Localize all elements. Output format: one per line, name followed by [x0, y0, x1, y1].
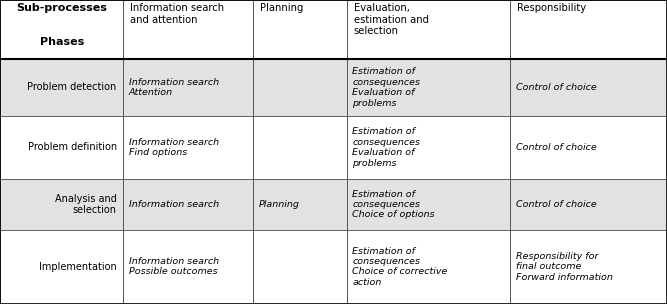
Bar [347, 0, 510, 59]
Bar [0, 116, 123, 179]
Text: Information search
Attention: Information search Attention [129, 78, 219, 97]
Text: Control of choice: Control of choice [516, 143, 596, 152]
Bar [253, 230, 347, 304]
Text: Estimation of
consequences
Evaluation of
problems: Estimation of consequences Evaluation of… [352, 127, 420, 168]
Text: Estimation of
consequences
Choice of corrective
action: Estimation of consequences Choice of cor… [352, 247, 448, 287]
Bar [347, 116, 510, 179]
Text: Estimation of
consequences
Evaluation of
problems: Estimation of consequences Evaluation of… [352, 67, 420, 108]
Text: Evaluation,
estimation and
selection: Evaluation, estimation and selection [354, 3, 428, 36]
Bar [253, 0, 347, 59]
Text: Information search
and attention: Information search and attention [130, 3, 224, 25]
Bar [347, 179, 510, 230]
Text: Planning: Planning [260, 3, 303, 13]
Bar [347, 59, 510, 116]
Bar [123, 230, 253, 304]
Text: Sub-processes: Sub-processes [16, 3, 107, 13]
Text: Problem definition: Problem definition [27, 143, 117, 152]
Bar [0, 59, 123, 116]
Bar [510, 0, 667, 59]
Text: Information search
Find options: Information search Find options [129, 138, 219, 157]
Bar [510, 59, 667, 116]
Text: Implementation: Implementation [39, 262, 117, 272]
Bar [0, 0, 123, 59]
Bar [347, 230, 510, 304]
Text: Responsibility for
final outcome
Forward information: Responsibility for final outcome Forward… [516, 252, 612, 282]
Bar [253, 116, 347, 179]
Text: Planning: Planning [259, 200, 299, 209]
Text: Control of choice: Control of choice [516, 200, 596, 209]
Bar [0, 179, 123, 230]
Text: Information search: Information search [129, 200, 219, 209]
Bar [123, 0, 253, 59]
Text: Estimation of
consequences
Choice of options: Estimation of consequences Choice of opt… [352, 189, 435, 219]
Bar [123, 179, 253, 230]
Text: Analysis and
selection: Analysis and selection [55, 194, 117, 215]
Text: Phases: Phases [39, 37, 84, 47]
Text: Responsibility: Responsibility [517, 3, 586, 13]
Text: Information search
Possible outcomes: Information search Possible outcomes [129, 257, 219, 276]
Bar [253, 59, 347, 116]
Text: Control of choice: Control of choice [516, 83, 596, 92]
Bar [123, 116, 253, 179]
Bar [253, 179, 347, 230]
Bar [0, 230, 123, 304]
Bar [510, 179, 667, 230]
Bar [510, 116, 667, 179]
Bar [123, 59, 253, 116]
Bar [510, 230, 667, 304]
Text: Problem detection: Problem detection [27, 82, 117, 92]
